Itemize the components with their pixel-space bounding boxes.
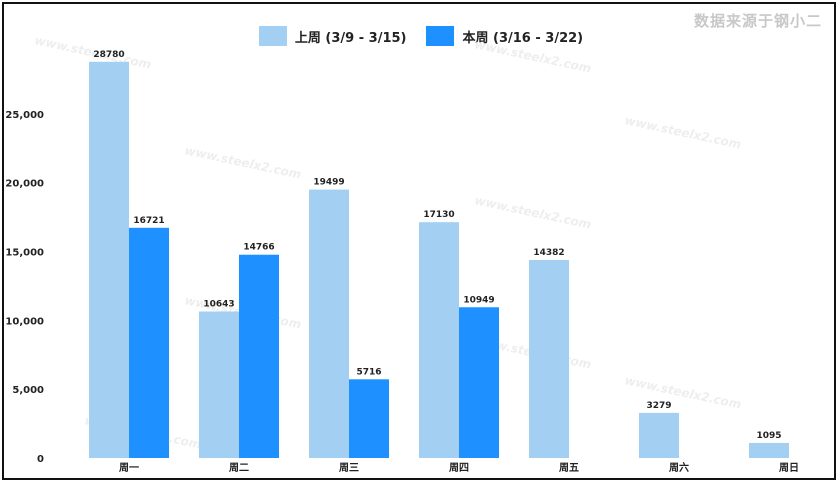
data-label: 10643 (203, 299, 234, 309)
legend-label-last-week: 上周 (3/9 - 3/15) (294, 30, 407, 46)
legend-swatch-last-week (258, 26, 287, 46)
x-category-label: 周六 (669, 461, 689, 474)
data-label: 5716 (356, 367, 381, 377)
legend-label-this-week: 本周 (3/16 - 3/22) (462, 30, 584, 46)
bar-last-week (419, 222, 459, 458)
y-tick-label: 5,000 (12, 385, 44, 396)
data-label: 17130 (423, 210, 454, 220)
legend-swatch-this-week (426, 26, 455, 46)
data-label: 3279 (646, 401, 671, 411)
bar-last-week (639, 412, 679, 458)
y-tick-label: 20,000 (5, 179, 44, 190)
x-category-label: 周日 (779, 462, 799, 474)
bar-last-week (749, 442, 789, 458)
legend-item-this-week[interactable]: 本周 (3/16 - 3/22) (426, 26, 583, 46)
watermark-text: www.steelx2.com (473, 37, 592, 75)
bar-this-week (349, 379, 389, 458)
data-label: 14766 (243, 243, 274, 253)
data-label: 14382 (533, 248, 564, 258)
x-category-label: 周一 (119, 462, 139, 474)
watermark-text: www.steelx2.com (473, 193, 592, 231)
bar-last-week (199, 311, 239, 458)
y-tick-label: 15,000 (5, 248, 44, 259)
x-category-label: 周二 (229, 462, 249, 474)
x-category-label: 周四 (449, 462, 469, 474)
x-category-label: 周三 (339, 462, 359, 474)
legend-item-last-week[interactable]: 上周 (3/9 - 3/15) (258, 26, 407, 46)
watermark-text: www.steelx2.com (623, 113, 742, 151)
y-tick-label: 0 (37, 454, 44, 465)
bar-last-week (529, 260, 569, 458)
data-label: 16721 (133, 216, 164, 226)
watermark-text: www.steelx2.com (623, 373, 742, 411)
data-label: 1095 (756, 431, 781, 441)
bar-this-week (239, 254, 279, 458)
x-category-label: 周五 (559, 462, 579, 474)
data-label: 28780 (93, 50, 124, 60)
y-tick-label: 25,000 (5, 110, 44, 121)
y-tick-label: 10,000 (5, 316, 44, 327)
bar-this-week (459, 307, 499, 458)
bar-chart: www.steelx2.com www.steelx2.com www.steelx… (5, 33, 799, 474)
bar-last-week (309, 189, 349, 458)
bar-this-week (129, 227, 169, 458)
source-note: 数据来源于钢小二 (693, 12, 822, 30)
chart-legend: 上周 (3/9 - 3/15) 本周 (3/16 - 3/22) (4, 26, 838, 46)
watermark-text: www.steelx2.com (183, 143, 302, 181)
data-label: 19499 (313, 178, 344, 188)
data-label: 10949 (463, 295, 494, 305)
bar-last-week (89, 61, 129, 458)
